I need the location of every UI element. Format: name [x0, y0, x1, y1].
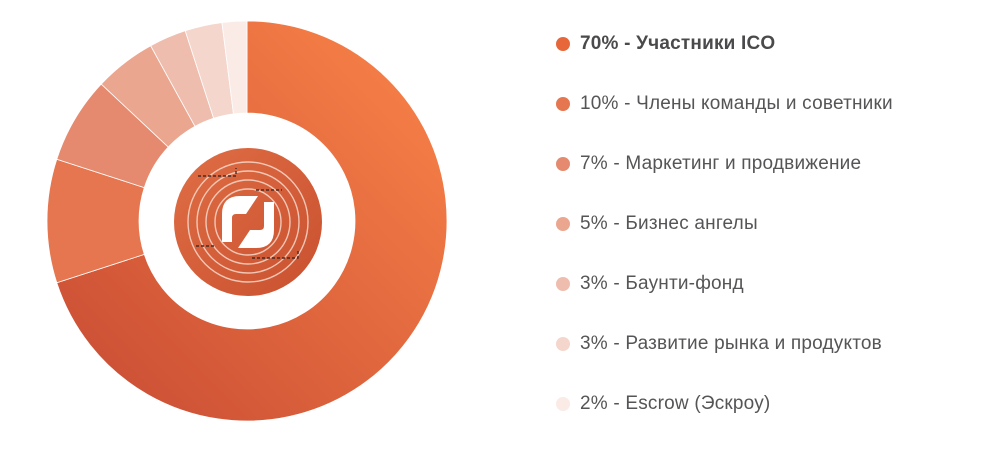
chart-legend: 70% - Участники ICO 10% - Члены команды и… [556, 14, 893, 434]
legend-label: 7% - Маркетинг и продвижение [580, 153, 862, 174]
legend-item: 70% - Участники ICO [556, 14, 893, 74]
legend-dot-icon [556, 157, 570, 171]
brand-logo-icon [174, 148, 322, 296]
legend-label: 70% - Участники ICO [580, 33, 776, 54]
legend-label: 3% - Баунти-фонд [580, 273, 744, 294]
legend-dot-icon [556, 337, 570, 351]
legend-dot-icon [556, 397, 570, 411]
legend-dot-icon [556, 97, 570, 111]
legend-label: 3% - Развитие рынка и продуктов [580, 333, 882, 354]
legend-item: 2% - Escrow (Эскроу) [556, 374, 893, 434]
legend-label: 5% - Бизнес ангелы [580, 213, 758, 234]
legend-label: 2% - Escrow (Эскроу) [580, 393, 771, 414]
legend-item: 10% - Члены команды и советники [556, 74, 893, 134]
donut-slices [46, 20, 448, 422]
legend-dot-icon [556, 37, 570, 51]
legend-item: 3% - Баунти-фонд [556, 254, 893, 314]
legend-item: 7% - Маркетинг и продвижение [556, 134, 893, 194]
legend-dot-icon [556, 217, 570, 231]
legend-dot-icon [556, 277, 570, 291]
legend-item: 3% - Развитие рынка и продуктов [556, 314, 893, 374]
donut-chart [46, 20, 448, 422]
legend-label: 10% - Члены команды и советники [580, 93, 893, 114]
legend-item: 5% - Бизнес ангелы [556, 194, 893, 254]
